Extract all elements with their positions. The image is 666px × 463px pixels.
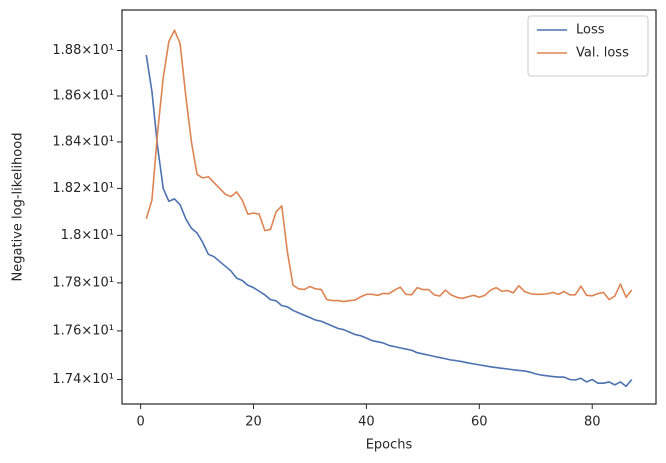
x-tick-label: 0 bbox=[136, 415, 144, 430]
y-tick-label: 1.86×10¹ bbox=[52, 88, 114, 103]
y-axis-label: Negative log-likelihood bbox=[11, 133, 26, 282]
y-tick-label: 1.74×10¹ bbox=[52, 372, 114, 387]
legend-label: Loss bbox=[576, 23, 605, 38]
y-tick-label: 1.84×10¹ bbox=[52, 134, 114, 149]
x-tick-label: 60 bbox=[471, 415, 488, 430]
y-tick-label: 1.78×10¹ bbox=[52, 275, 114, 290]
plot-frame bbox=[121, 9, 657, 405]
x-tick-label: 40 bbox=[358, 415, 375, 430]
legend-box bbox=[527, 15, 649, 77]
y-tick-label: 1.8×10¹ bbox=[61, 228, 114, 243]
data-line bbox=[145, 29, 633, 303]
x-tick-label: 20 bbox=[245, 415, 262, 430]
y-tick-label: 1.88×10¹ bbox=[52, 43, 114, 58]
y-tick-label: 1.76×10¹ bbox=[52, 323, 114, 338]
legend-label: Val. loss bbox=[576, 46, 629, 61]
x-axis-label: Epochs bbox=[366, 438, 413, 453]
data-line bbox=[145, 54, 633, 388]
y-tick-label: 1.82×10¹ bbox=[52, 181, 114, 196]
x-tick-label: 80 bbox=[584, 415, 601, 430]
